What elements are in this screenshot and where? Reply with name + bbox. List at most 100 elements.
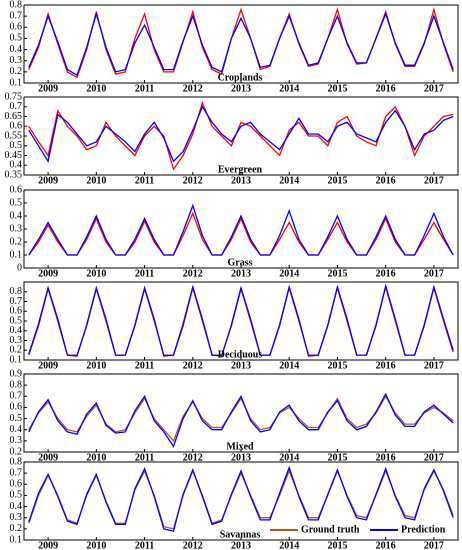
y-tick-label: 0.4 xyxy=(10,210,23,221)
y-tick-label: 0.5 xyxy=(10,315,23,326)
y-tick-label: 0.2 xyxy=(10,66,23,77)
y-tick-label: 0.4 xyxy=(10,44,23,55)
x-tick-label: 2009 xyxy=(38,360,58,371)
y-tick-label: 0.5 xyxy=(10,140,23,151)
series-line xyxy=(28,100,454,171)
y-tick-label: 0.6 xyxy=(10,121,23,132)
y-tick-label: 0.6 xyxy=(10,306,23,317)
y-tick-label: 0.2 xyxy=(10,446,23,457)
plot-frame xyxy=(23,4,459,84)
x-tick-label: 2009 xyxy=(38,83,58,94)
x-tick-label: 2013 xyxy=(231,540,251,550)
x-tick-label: 2016 xyxy=(376,452,396,463)
y-tick-label: 0.3 xyxy=(10,512,23,523)
x-tick-label: 2013 xyxy=(231,268,251,279)
x-tick-label: 2013 xyxy=(231,175,251,186)
x-tick-label: 2017 xyxy=(424,540,444,550)
x-tick-label: 2011 xyxy=(135,540,154,550)
x-tick-label: 2010 xyxy=(86,540,106,550)
x-tick-label: 2015 xyxy=(327,268,347,279)
x-tick-label: 2016 xyxy=(376,540,396,550)
x-tick-label: 2011 xyxy=(135,175,154,186)
x-tick-label: 2013 xyxy=(231,83,251,94)
y-tick-label: 0.6 xyxy=(10,184,23,195)
x-tick-label: 2016 xyxy=(376,360,396,371)
y-tick-label: 0.5 xyxy=(10,197,23,208)
y-tick-label: 0.55 xyxy=(5,130,23,141)
x-tick-label: 2014 xyxy=(279,540,299,550)
y-tick-label: 0.4 xyxy=(10,325,23,336)
x-tick-label: 2009 xyxy=(38,540,58,550)
x-tick-label: 2010 xyxy=(86,452,106,463)
series-line xyxy=(28,465,454,532)
x-tick-label: 2009 xyxy=(38,452,58,463)
y-tick-label: 0.3 xyxy=(10,55,23,66)
x-tick-label: 2012 xyxy=(183,452,203,463)
y-tick-label: 0.5 xyxy=(10,490,23,501)
panel-label: Savannas xyxy=(220,529,261,540)
x-tick-label: 2014 xyxy=(279,268,299,279)
x-tick-label: 2015 xyxy=(327,452,347,463)
x-tick-label: 2012 xyxy=(183,360,203,371)
y-tick-label: 0.4 xyxy=(10,424,23,435)
y-tick-label: 0.7 xyxy=(10,101,23,112)
y-tick-label: 0.7 xyxy=(10,10,23,21)
x-tick-label: 2012 xyxy=(183,540,203,550)
y-tick-label: 0.1 xyxy=(10,354,23,365)
y-tick-label: 0.35 xyxy=(5,169,23,180)
y-tick-label: 0.7 xyxy=(10,391,23,402)
y-tick-label: 0.4 xyxy=(10,160,23,171)
legend-label: Ground truth xyxy=(301,524,360,535)
y-tick-label: 0.6 xyxy=(10,22,23,33)
plot-frame xyxy=(23,189,459,269)
x-tick-label: 2011 xyxy=(135,268,154,279)
y-tick-label: 0.7 xyxy=(10,296,23,307)
y-tick-label: 0.8 xyxy=(10,0,23,10)
x-tick-label: 2009 xyxy=(38,268,58,279)
x-tick-label: 2017 xyxy=(424,268,444,279)
y-tick-label: 0.3 xyxy=(10,223,23,234)
y-tick-label: 0.3 xyxy=(10,335,23,346)
x-tick-label: 2011 xyxy=(135,83,154,94)
series-line xyxy=(28,203,454,256)
y-tick-label: 0.4 xyxy=(10,501,23,512)
panel-label: Croplands xyxy=(218,72,263,83)
x-tick-label: 2014 xyxy=(279,360,299,371)
series-line xyxy=(28,211,454,256)
panel-label: Deciduous xyxy=(218,349,263,360)
y-tick-label: 0.9 xyxy=(10,368,23,379)
legend-label: Prediction xyxy=(401,524,446,535)
panel-label: Mixed xyxy=(226,441,254,452)
x-tick-label: 2017 xyxy=(424,360,444,371)
panel-label: Evergreen xyxy=(218,164,263,175)
x-tick-label: 2014 xyxy=(279,83,299,94)
y-tick-label: 0.5 xyxy=(10,413,23,424)
x-tick-label: 2015 xyxy=(327,83,347,94)
x-tick-label: 2013 xyxy=(231,452,251,463)
y-tick-label: 0.1 xyxy=(10,249,23,260)
x-tick-label: 2011 xyxy=(135,452,154,463)
x-tick-label: 2017 xyxy=(424,83,444,94)
y-tick-label: 0.1 xyxy=(10,77,23,88)
y-tick-label: 0.2 xyxy=(10,523,23,534)
y-tick-label: 0.7 xyxy=(10,467,23,478)
x-tick-label: 2012 xyxy=(183,175,203,186)
series-line xyxy=(28,283,454,357)
x-tick-label: 2011 xyxy=(135,360,154,371)
x-tick-label: 2010 xyxy=(86,83,106,94)
x-tick-label: 2016 xyxy=(376,83,396,94)
series-line xyxy=(28,11,454,77)
x-tick-label: 2016 xyxy=(376,268,396,279)
x-tick-label: 2014 xyxy=(279,452,299,463)
y-tick-label: 0.3 xyxy=(10,435,23,446)
x-tick-label: 2012 xyxy=(183,83,203,94)
x-tick-label: 2015 xyxy=(327,360,347,371)
x-tick-label: 2017 xyxy=(424,175,444,186)
panel-label: Grass xyxy=(228,257,253,268)
y-tick-label: 0.65 xyxy=(5,111,23,122)
x-tick-label: 2009 xyxy=(38,175,58,186)
y-tick-label: 0.8 xyxy=(10,379,23,390)
x-tick-label: 2013 xyxy=(231,360,251,371)
x-tick-label: 2010 xyxy=(86,268,106,279)
